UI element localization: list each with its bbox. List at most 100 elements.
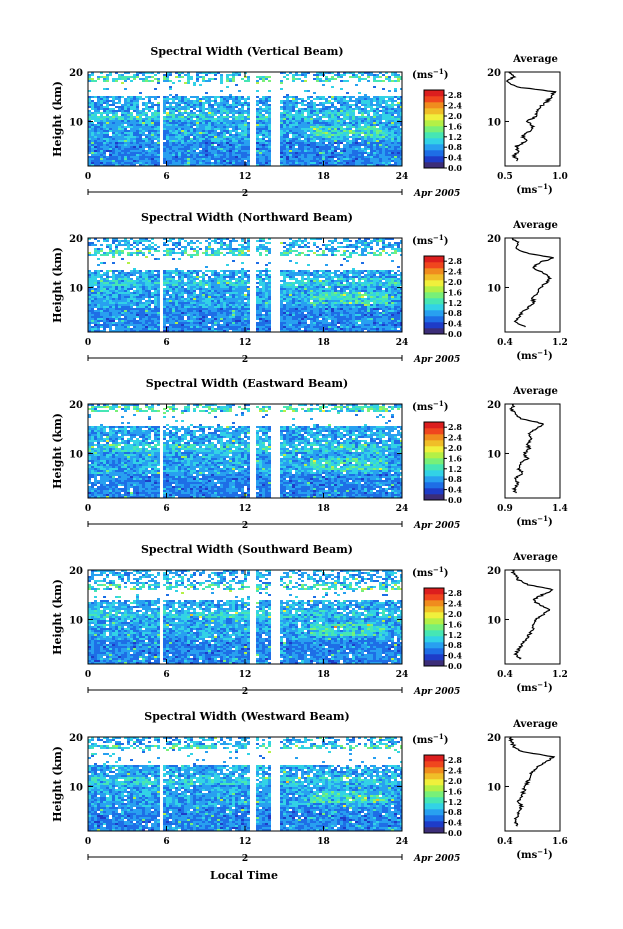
heatmap-cell bbox=[121, 108, 124, 110]
heatmap-cell bbox=[157, 284, 160, 286]
heatmap-cell bbox=[256, 278, 259, 280]
heatmap-cell bbox=[241, 118, 244, 120]
heatmap-cell bbox=[193, 248, 196, 250]
heatmap-cell bbox=[220, 282, 223, 284]
heatmap-cell bbox=[337, 274, 340, 276]
heatmap-cell bbox=[220, 284, 223, 286]
heatmap-cell bbox=[220, 96, 223, 98]
heatmap-cell bbox=[208, 154, 211, 156]
heatmap-cell bbox=[379, 102, 382, 104]
heatmap-cell bbox=[376, 98, 379, 100]
heatmap-cell bbox=[241, 246, 244, 248]
heatmap-cell bbox=[124, 150, 127, 152]
heatmap-cell bbox=[238, 98, 241, 100]
heatmap-cell bbox=[397, 112, 400, 114]
heatmap-cell bbox=[367, 140, 370, 142]
heatmap-cell bbox=[337, 96, 340, 98]
heatmap-cell bbox=[361, 156, 364, 158]
heatmap-cell bbox=[244, 140, 247, 142]
heatmap-cell bbox=[217, 278, 220, 280]
heatmap-cell bbox=[193, 148, 196, 150]
heatmap-cell bbox=[145, 76, 148, 78]
heatmap-cell bbox=[319, 154, 322, 156]
heatmap-cell bbox=[361, 116, 364, 118]
heatmap-cell bbox=[391, 158, 394, 160]
heatmap-cell bbox=[382, 248, 385, 250]
heatmap-cell bbox=[175, 130, 178, 132]
heatmap-cell bbox=[358, 144, 361, 146]
heatmap-cell bbox=[118, 132, 121, 134]
heatmap-cell bbox=[178, 244, 181, 246]
heatmap-cell bbox=[100, 134, 103, 136]
heatmap-cell bbox=[316, 154, 319, 156]
heatmap-cell bbox=[235, 142, 238, 144]
heatmap-cell bbox=[214, 254, 217, 256]
heatmap-cell bbox=[211, 148, 214, 150]
heatmap-cell bbox=[394, 88, 397, 90]
heatmap-cell bbox=[340, 88, 343, 90]
heatmap-cell bbox=[238, 114, 241, 116]
heatmap-cell bbox=[370, 242, 373, 244]
heatmap-cell bbox=[286, 152, 289, 154]
heatmap-cell bbox=[100, 278, 103, 280]
heatmap-cell bbox=[286, 104, 289, 106]
heatmap-cell bbox=[181, 238, 184, 240]
heatmap-cell bbox=[292, 100, 295, 102]
heatmap-cell bbox=[367, 156, 370, 158]
heatmap-cell bbox=[229, 278, 232, 280]
heatmap-cell bbox=[148, 146, 151, 148]
heatmap-cell bbox=[358, 76, 361, 78]
heatmap-cell bbox=[232, 252, 235, 254]
heatmap-cell bbox=[349, 108, 352, 110]
heatmap-cell bbox=[349, 110, 352, 112]
heatmap-cell bbox=[109, 96, 112, 98]
heatmap-cell bbox=[175, 162, 178, 164]
heatmap-cell bbox=[292, 98, 295, 100]
heatmap-cell bbox=[109, 126, 112, 128]
heatmap-cell bbox=[340, 152, 343, 154]
heatmap-cell bbox=[304, 124, 307, 126]
heatmap-cell bbox=[205, 266, 208, 268]
heatmap-cell bbox=[334, 248, 337, 250]
heatmap-cell bbox=[214, 164, 217, 166]
heatmap-cell bbox=[319, 150, 322, 152]
heatmap-cell bbox=[241, 108, 244, 110]
heatmap-cell bbox=[295, 282, 298, 284]
heatmap-cell bbox=[97, 258, 100, 260]
heatmap-cell bbox=[238, 158, 241, 160]
heatmap-cell bbox=[370, 150, 373, 152]
heatmap-cell bbox=[175, 284, 178, 286]
heatmap-cell bbox=[334, 150, 337, 152]
heatmap-cell bbox=[136, 136, 139, 138]
heatmap-cell bbox=[97, 118, 100, 120]
heatmap-cell bbox=[88, 148, 91, 150]
heatmap-cell bbox=[187, 118, 190, 120]
heatmap-cell bbox=[106, 160, 109, 162]
heatmap-cell bbox=[367, 96, 370, 98]
heatmap-cell bbox=[385, 106, 388, 108]
heatmap-cell bbox=[163, 142, 166, 144]
heatmap-cell bbox=[295, 118, 298, 120]
heatmap-cell bbox=[364, 250, 367, 252]
heatmap-cell bbox=[223, 142, 226, 144]
heatmap-cell bbox=[166, 158, 169, 160]
heatmap-cell bbox=[151, 72, 154, 74]
heatmap-cell bbox=[220, 164, 223, 166]
heatmap-cell bbox=[91, 288, 94, 290]
heatmap-cell bbox=[88, 244, 91, 246]
heatmap-cell bbox=[373, 284, 376, 286]
heatmap-cell bbox=[187, 106, 190, 108]
heatmap-cell bbox=[259, 280, 262, 282]
heatmap-cell bbox=[319, 120, 322, 122]
heatmap-cell bbox=[379, 164, 382, 166]
heatmap-cell bbox=[181, 120, 184, 122]
heatmap-cell bbox=[382, 138, 385, 140]
heatmap-cell bbox=[148, 110, 151, 112]
heatmap-cell bbox=[169, 98, 172, 100]
heatmap-cell bbox=[259, 114, 262, 116]
heatmap-cell bbox=[208, 158, 211, 160]
heatmap-cell bbox=[163, 106, 166, 108]
heatmap-cell bbox=[121, 282, 124, 284]
heatmap-cell bbox=[88, 278, 91, 280]
heatmap-cell bbox=[127, 272, 130, 274]
